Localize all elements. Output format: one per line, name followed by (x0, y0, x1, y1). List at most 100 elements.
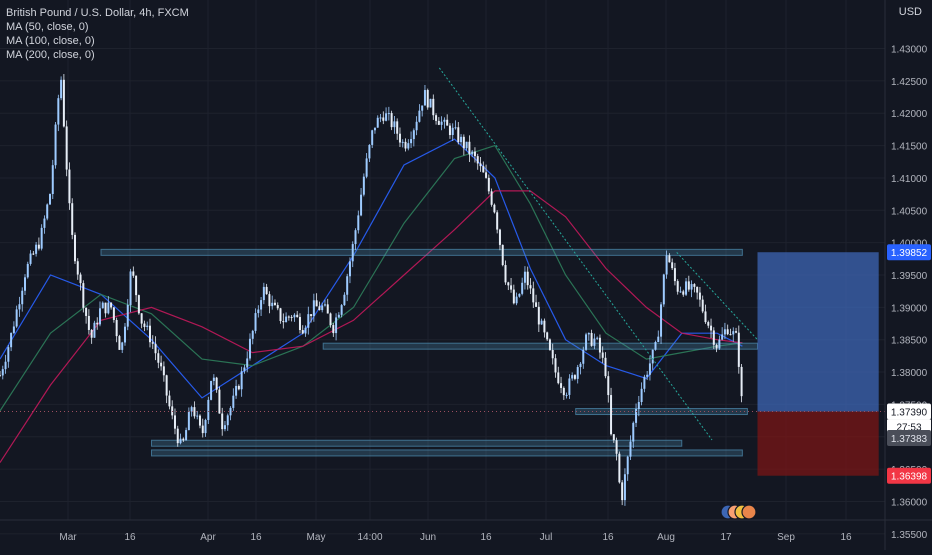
candle-body (571, 375, 574, 379)
candle-body (257, 309, 260, 314)
candle-body (390, 113, 393, 128)
candle-body (35, 244, 38, 254)
candle-body (190, 407, 193, 412)
economic-events[interactable] (720, 504, 757, 520)
candle-body (104, 302, 107, 314)
candle-body (579, 363, 582, 368)
candle-body (426, 90, 429, 108)
time-tick-label: 16 (124, 532, 136, 543)
candle-body (660, 304, 663, 337)
candle-body (187, 411, 190, 431)
candle-body (662, 274, 665, 305)
candle-body (440, 121, 443, 125)
level-price-label: 1.37383 (891, 434, 928, 445)
candle-body (496, 212, 499, 230)
candle-body (387, 113, 390, 115)
candle-body (312, 300, 315, 316)
candle-body (218, 389, 221, 414)
candle-body (473, 151, 476, 157)
candle-body (598, 337, 601, 353)
candle-body (368, 144, 371, 159)
support-resistance-zone (151, 449, 743, 457)
candle-body (679, 291, 682, 293)
candle-body (260, 300, 263, 310)
candle-body (248, 338, 251, 359)
candle-body (207, 399, 210, 421)
candle-body (193, 407, 196, 417)
candle-body (696, 286, 699, 293)
candle-body (346, 276, 349, 295)
price-tick-label: 1.42000 (891, 109, 928, 120)
candle-body (160, 362, 163, 367)
candle-body (504, 265, 507, 283)
candle-body (671, 262, 674, 269)
candle-body (593, 338, 596, 346)
candle-body (487, 177, 490, 192)
candle-body (379, 117, 382, 119)
ma50-legend[interactable]: MA (50, close, 0) (6, 21, 89, 33)
currency-label[interactable]: USD (898, 6, 922, 18)
candle-body (629, 441, 632, 457)
candle-body (121, 342, 124, 350)
candle-body (265, 286, 268, 295)
candle-body (565, 394, 568, 396)
candle-body (212, 377, 215, 381)
candle-body (137, 295, 140, 314)
candle-body (62, 79, 65, 127)
candle-body (465, 141, 468, 149)
candle-body (57, 98, 60, 125)
trendlines[interactable] (438, 67, 758, 441)
candle-body (698, 292, 701, 300)
candle-body (254, 313, 257, 331)
candle-body (323, 304, 326, 306)
time-tick-label: 16 (480, 532, 492, 543)
candle-body (551, 349, 554, 359)
candle-body (668, 255, 671, 263)
time-tick-label: Jul (540, 532, 553, 543)
candle-body (371, 130, 374, 145)
candle-body (418, 110, 421, 122)
ma100-legend[interactable]: MA (100, close, 0) (6, 35, 95, 47)
candles[interactable] (0, 74, 743, 506)
current-price-label: 1.37390 (891, 408, 928, 419)
candle-body (273, 302, 276, 306)
candle-body (476, 156, 479, 164)
candle-body (168, 395, 171, 407)
candle-body (582, 349, 585, 364)
candle-body (151, 342, 154, 344)
candle-body (87, 315, 90, 330)
candle-body (232, 395, 235, 408)
symbol-title[interactable]: British Pound / U.S. Dollar, 4h, FXCM (6, 7, 189, 19)
candle-body (223, 425, 226, 430)
ma200-legend[interactable]: MA (200, close, 0) (6, 49, 95, 61)
candle-body (676, 281, 679, 292)
candle-body (173, 415, 176, 429)
candle-body (285, 316, 288, 323)
candle-body (526, 271, 529, 286)
candle-body (329, 313, 332, 326)
candle-body (407, 143, 410, 149)
candle-body (129, 271, 132, 305)
candle-body (540, 320, 543, 325)
candle-body (682, 291, 685, 295)
candle-body (596, 337, 599, 339)
candle-body (457, 127, 460, 143)
target-zone (757, 252, 879, 412)
target-price-label-bg (887, 244, 931, 261)
stop-price-label-bg (887, 467, 931, 484)
candle-body (610, 395, 613, 435)
current-price-label-bg (887, 403, 931, 420)
long-position-tool[interactable] (0, 252, 885, 476)
horizontal-levels[interactable] (100, 248, 758, 457)
candle-body (507, 282, 510, 286)
time-tick-label: May (307, 532, 326, 543)
candle-body (421, 105, 424, 111)
candle-body (98, 308, 101, 325)
price-tick-label: 1.38500 (891, 336, 928, 347)
trendline-1 (438, 67, 713, 441)
time-tick-label: 16 (250, 532, 262, 543)
candle-body (23, 277, 26, 291)
